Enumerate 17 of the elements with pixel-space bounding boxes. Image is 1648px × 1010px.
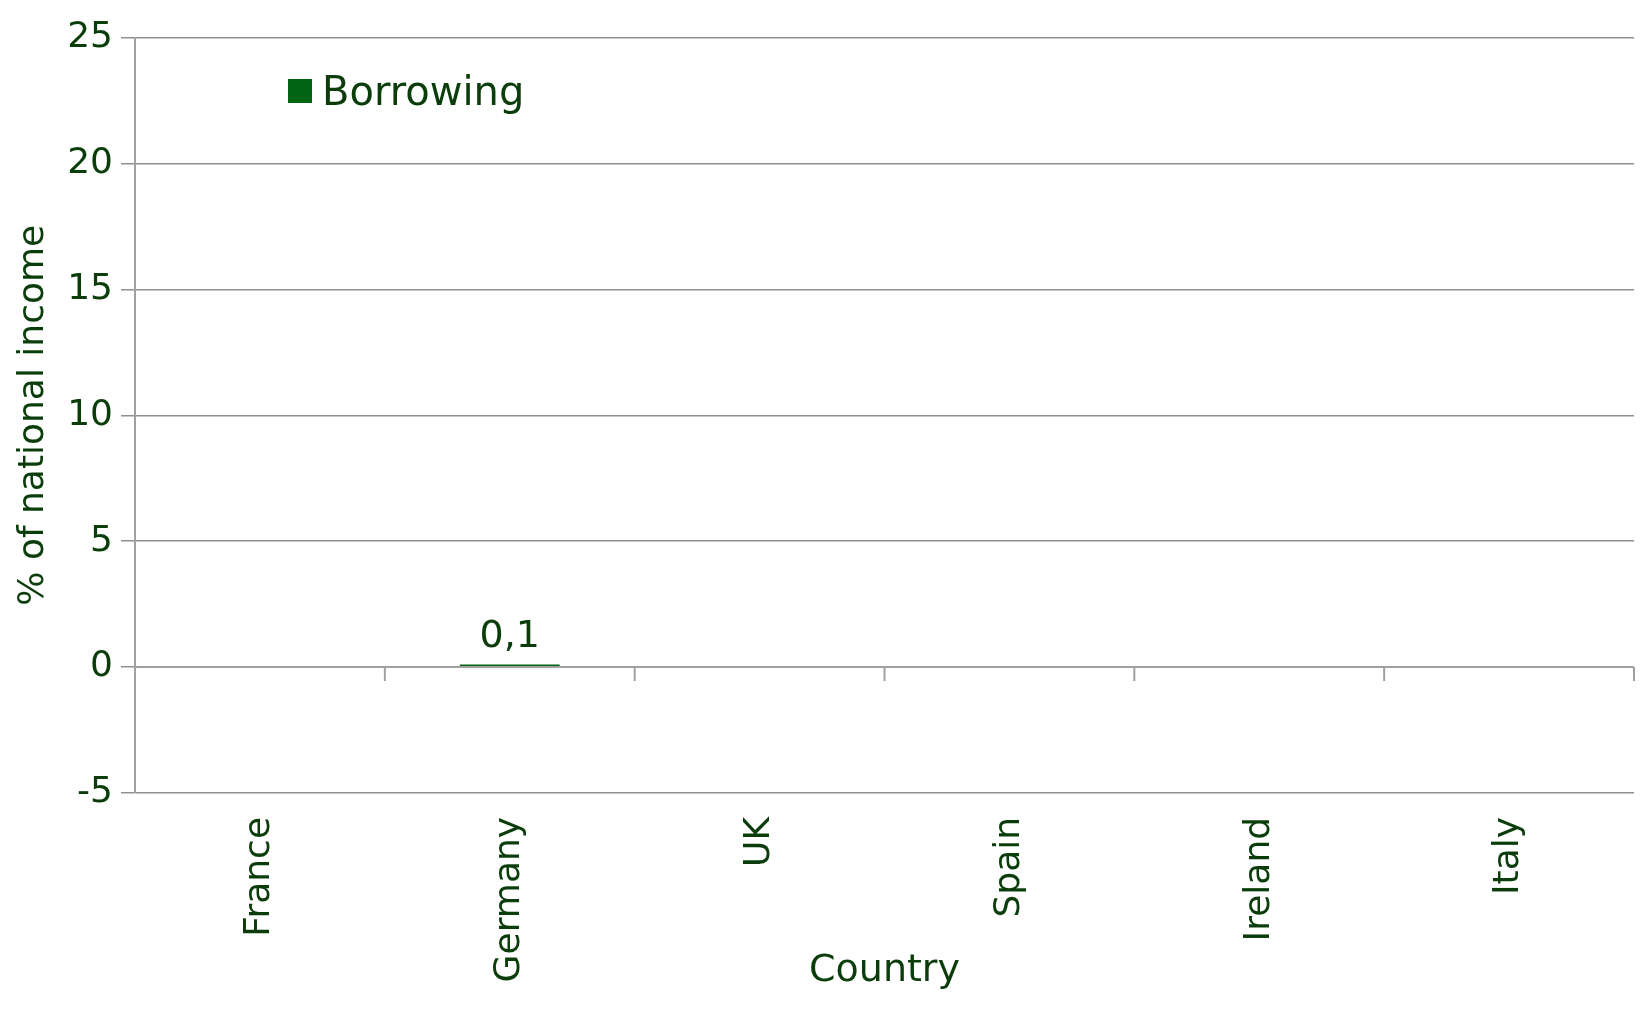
x-tick-label: Ireland bbox=[1235, 816, 1277, 942]
y-tick-label: 0 bbox=[90, 643, 114, 685]
x-tick-label: Italy bbox=[1485, 816, 1527, 896]
y-tick-label: -5 bbox=[77, 769, 114, 811]
x-tick-label: Germany bbox=[486, 816, 528, 983]
x-axis-title: Country bbox=[809, 946, 960, 991]
y-axis-title: % of national income bbox=[9, 224, 51, 606]
x-tick-label: Spain bbox=[985, 816, 1027, 918]
y-tick-label: 25 bbox=[67, 13, 114, 55]
y-tick-label: 10 bbox=[67, 391, 114, 433]
x-tick-label: France bbox=[236, 816, 278, 937]
y-tick-label: 20 bbox=[67, 139, 114, 181]
x-tick-label: UK bbox=[735, 815, 777, 867]
y-tick-label: 5 bbox=[90, 517, 114, 559]
data-label: 0,1 bbox=[479, 612, 540, 657]
y-tick-label: 15 bbox=[67, 265, 114, 307]
legend-label: Borrowing bbox=[322, 68, 525, 114]
